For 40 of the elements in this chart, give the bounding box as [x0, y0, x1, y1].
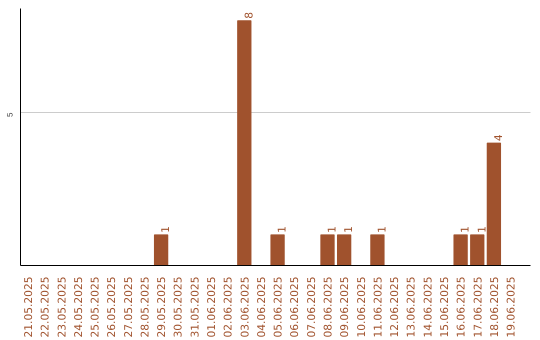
x-tick-label: 05.06.2025	[272, 276, 285, 338]
x-tick-label: 09.06.2025	[338, 276, 352, 338]
x-tick-label: 14.06.2025	[421, 276, 434, 338]
data-label: 4	[492, 134, 505, 142]
x-tick-label: 17.06.2025	[471, 276, 484, 338]
data-label: 1	[375, 226, 388, 233]
x-tick-label: 06.06.2025	[288, 276, 302, 338]
x-tick-label: 30.05.2025	[172, 276, 185, 338]
x-tick-label: 10.06.2025	[354, 276, 368, 338]
x-tick-label: 11.06.2025	[371, 276, 384, 338]
x-tick-label: 03.06.2025	[238, 276, 252, 338]
data-label: 1	[326, 226, 338, 233]
x-tick-label: 16.06.2025	[454, 276, 468, 338]
x-tick-label: 31.05.2025	[188, 276, 202, 338]
data-label: 1	[159, 226, 172, 233]
data-label: 1	[276, 226, 289, 233]
x-tick-label: 18.06.2025	[488, 276, 501, 338]
x-tick-label: 23.05.2025	[55, 276, 68, 338]
data-label: 1	[458, 226, 472, 233]
x-tick-label: 12.06.2025	[388, 276, 402, 338]
data-label: 1	[342, 226, 356, 233]
x-tick-label: 27.05.2025	[122, 276, 135, 338]
x-tick-label: 28.05.2025	[138, 276, 152, 338]
x-tick-label: 19.06.2025	[504, 276, 518, 338]
x-tick-label: 13.06.2025	[404, 276, 418, 338]
x-tick-label: 26.05.2025	[105, 276, 118, 338]
x-tick-label: 21.05.2025	[22, 276, 35, 338]
data-label: 1	[475, 226, 488, 233]
x-tick-label: 04.06.2025	[254, 276, 268, 338]
x-tick-label: 15.06.2025	[438, 276, 451, 338]
x-tick-label: 01.06.2025	[205, 276, 218, 338]
x-tick-label: 24.05.2025	[72, 276, 85, 338]
x-tick-label: 08.06.2025	[322, 276, 334, 338]
x-tick-label: 07.06.2025	[304, 276, 318, 338]
x-tick-label: 25.05.2025	[88, 276, 102, 338]
data-label: 8	[242, 12, 256, 19]
x-tick-label: 29.05.2025	[155, 276, 168, 338]
y-tick-label: 5	[6, 112, 14, 117]
x-tick-label: 02.06.2025	[222, 276, 235, 338]
x-tick-label: 22.05.2025	[38, 276, 52, 338]
